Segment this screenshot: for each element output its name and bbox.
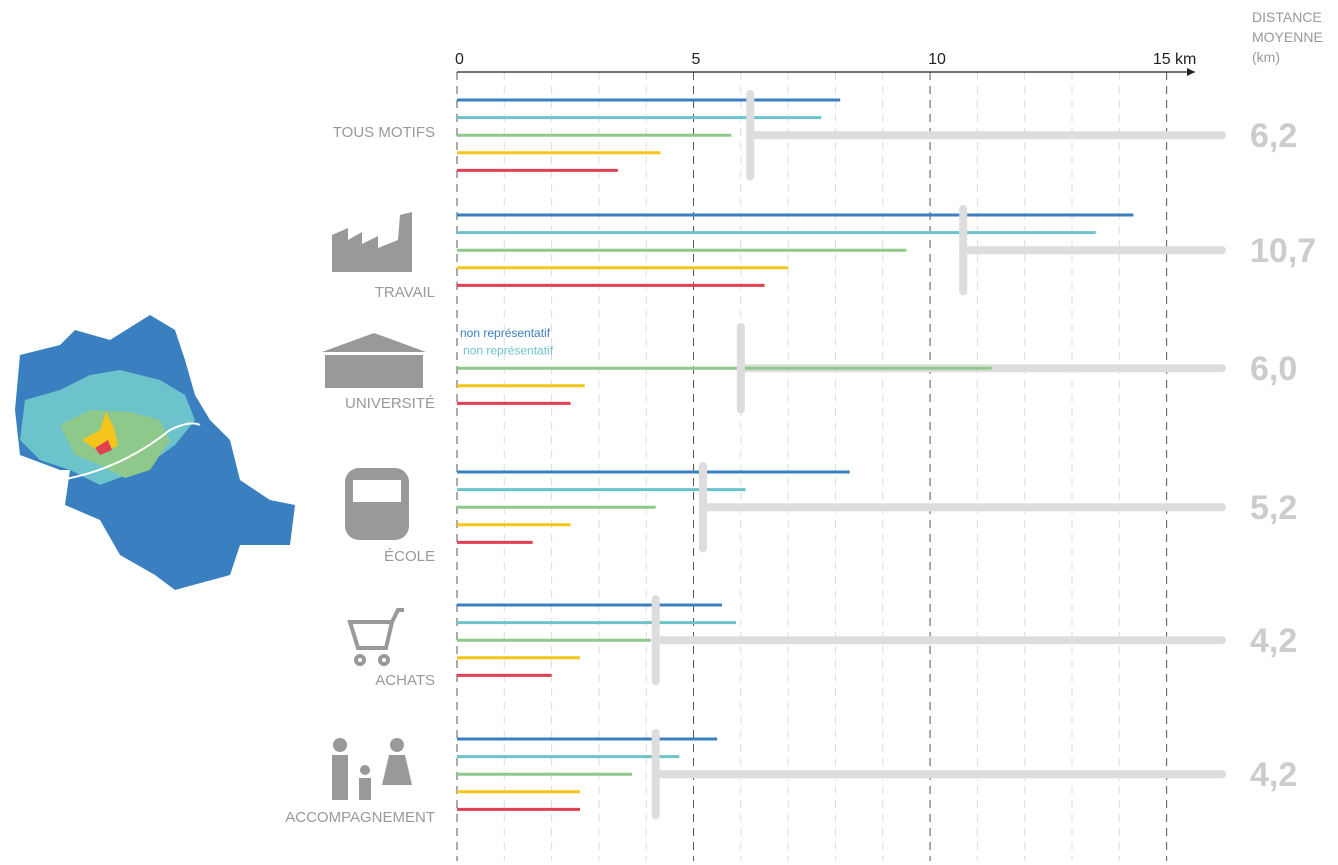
category-label: TRAVAIL (375, 284, 435, 301)
icon-accompagnement (332, 738, 412, 800)
category-label: UNIVERSITÉ (345, 395, 435, 412)
icon-universite (322, 333, 426, 388)
x-tick-label: 15 km (1153, 51, 1197, 68)
axis-arrow (1187, 68, 1195, 76)
x-tick-label: 10 (928, 51, 946, 68)
header: (km) (1252, 49, 1280, 65)
value-label: non représentatif (460, 326, 551, 340)
map (15, 315, 295, 590)
icon-ecole (345, 468, 409, 540)
average-label: 4,2 (1250, 622, 1297, 660)
x-tick-label: 5 (692, 51, 701, 68)
category-label: TOUS MOTIFS (333, 124, 435, 141)
average-label: 10,7 (1250, 232, 1316, 270)
average-label: 4,2 (1250, 756, 1297, 794)
average-label: 6,2 (1250, 117, 1297, 155)
icon-achats (347, 608, 404, 666)
x-tick-label: 0 (455, 51, 464, 68)
header: DISTANCE (1252, 9, 1322, 25)
category-label: ÉCOLE (384, 548, 435, 565)
value-label: non représentatif (463, 344, 554, 358)
header: MOYENNE (1252, 29, 1323, 45)
category-label: ACCOMPAGNEMENT (285, 809, 435, 826)
category-label: ACHATS (375, 672, 435, 689)
icon-travail (332, 212, 412, 272)
average-label: 5,2 (1250, 489, 1297, 527)
average-label: 6,0 (1250, 350, 1297, 388)
